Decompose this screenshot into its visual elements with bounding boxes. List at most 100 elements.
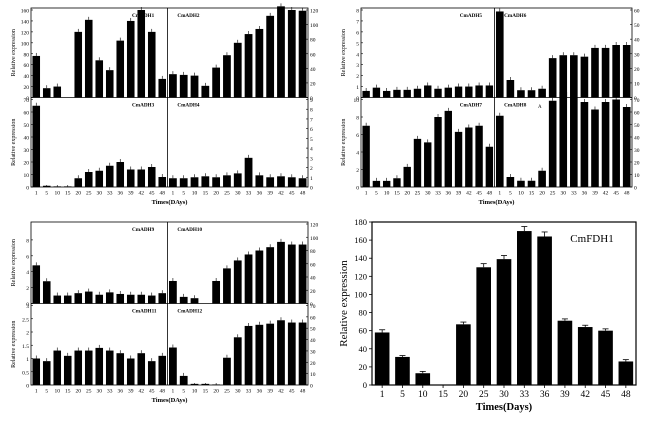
p1-bl-bar [84,172,93,187]
fdh1-xtick-label: 36 [540,390,550,400]
p2-tr-ytick-label: 30 [634,52,640,58]
p3-tl-bar [32,265,41,304]
p3-br-ytick-label: 60 [310,315,316,321]
p1-br-xtick-label: 5 [182,191,185,197]
p3-tl-ytick-label: 2 [26,286,29,292]
p1-tr-bar [169,74,177,98]
p2-bl-xtick-label: 48 [487,191,493,197]
p1-br-xtick-label: 20 [213,191,219,197]
p1-bl-ytick-label: 0 [26,186,29,192]
p3-tl-bar [74,293,83,304]
p2-br-xtick-label: 42 [603,191,609,197]
p1-bl-bar [95,170,104,187]
p1-br-bar [212,177,221,187]
p3-bl-xtick-label: 39 [128,389,134,395]
p2-bl-xtick-label: 30 [425,191,431,197]
p1-bl-ytick-label: 50 [24,123,30,129]
p1-bl-xtick-label: 1 [35,191,38,197]
p2-tr-bar [538,88,546,98]
p2-tr-bar [548,58,557,98]
p3-tl-bar [158,293,167,304]
p3-tl-ytick-label: 4 [26,270,29,276]
p3-br-bar [266,323,275,385]
p2-tl-bar [424,85,432,98]
p2-bl-xtick-label: 39 [456,191,462,197]
p2-br-xtick-label: 39 [592,191,598,197]
p1-ylabel-top: Relative expression [11,29,17,76]
p1-br-ytick-label: 3 [310,156,313,162]
p1-bl-ytick-label: 70 [24,98,30,104]
p3-br-xtick-label: 33 [246,389,252,395]
p1-bl-bar [147,167,156,187]
p2-tr-title: CmADH6 [504,13,527,19]
fdh1-ytick-label: 100 [354,289,367,299]
fdh1-bar [598,330,613,385]
p3-bl-bar [105,350,114,385]
fdh1-bar [496,259,512,385]
p3-tr-bar [266,247,275,304]
p2-tl-bar [434,88,442,98]
fdh1-ytick-label: 80 [359,308,368,318]
p1-ylabel-bottom: Relative expression [11,119,17,166]
p2-bl-bar [485,146,494,187]
p3-bl-bar [63,355,72,385]
p3-tr-bar [169,280,177,304]
p3-br-ytick-label: 50 [310,327,316,333]
p1-br-xtick-label: 36 [257,191,263,197]
p2-tr-bar [495,11,504,98]
p1-bl-title: CmADH3 [132,103,155,109]
p2-br-bar [559,92,568,187]
p2-tl-ytick-label: 6 [356,30,359,36]
p2-br-ytick-label: 40 [634,136,640,142]
p1-tr-bar [212,67,221,98]
p2-tr-bar [506,80,515,98]
p3-tl-ytick-label: 0 [26,302,29,308]
p3-br-xtick-label: 15 [203,389,209,395]
p1-tr-bar [266,15,275,98]
p2-bl-xtick-label: 42 [466,191,472,197]
p2-tr-bar [570,55,578,98]
p2-tr-bar [601,47,610,98]
p3-bl-ytick-label: 3 [26,304,29,310]
p3-bl-bar [42,361,51,385]
p3-tl-bar [42,281,51,304]
p3-bl-bar [147,361,156,385]
p1-br-bar [298,178,307,187]
p1-br-bar [179,178,188,187]
p3-bl-ytick-label: 2 [26,331,29,337]
fdh1-ytick-label: 180 [354,217,367,227]
p2-bl-xtick-label: 25 [415,191,421,197]
p3-br-bar [287,322,296,385]
panel-adh5-8: 012345678CmADH50102030405060CmADH6024681… [341,7,640,206]
p1-tl-ytick-label: 60 [24,63,30,69]
p1-bl-bar [32,105,41,187]
p1-br-bar [233,173,242,187]
p1-tr-title: CmADH2 [177,13,200,19]
p2-br-bar [548,100,557,187]
fdh1-ytick-label: 60 [359,326,368,336]
p2-br-bar [495,115,504,187]
p3-tr-bar [212,280,221,304]
p3-bl-title: CmADH11 [132,309,157,315]
p2-tr-ytick-label: 60 [634,9,640,15]
p2-tl-ytick-label: 8 [356,9,359,15]
p3-br-ytick-label: 70 [310,304,316,310]
p2-br-bar [622,107,631,187]
p1-tr-ytick-label: 20 [310,81,316,87]
p1-br-ytick-label: 7 [310,117,313,123]
p1-br-ytick-label: 0 [310,186,313,192]
p2-tl-ytick-label: 2 [356,74,359,80]
p1-bl-xtick-label: 25 [86,191,92,197]
p2-bl-bar [362,125,370,187]
p3-br-ytick-label: 10 [310,372,316,378]
p3-bl-ytick-label: 1.5 [22,344,29,350]
fdh1-bar [517,231,532,385]
p3-br-bar [233,337,242,385]
p1-br-xtick-label: 25 [224,191,230,197]
p3-tr-bar [233,260,242,304]
p3-bl-xtick-label: 45 [149,389,155,395]
p2-annotation: A [538,105,542,110]
p3-tr-bar [223,268,231,304]
p1-br-bar [201,176,210,187]
p1-tl-ytick-label: 140 [21,19,30,25]
